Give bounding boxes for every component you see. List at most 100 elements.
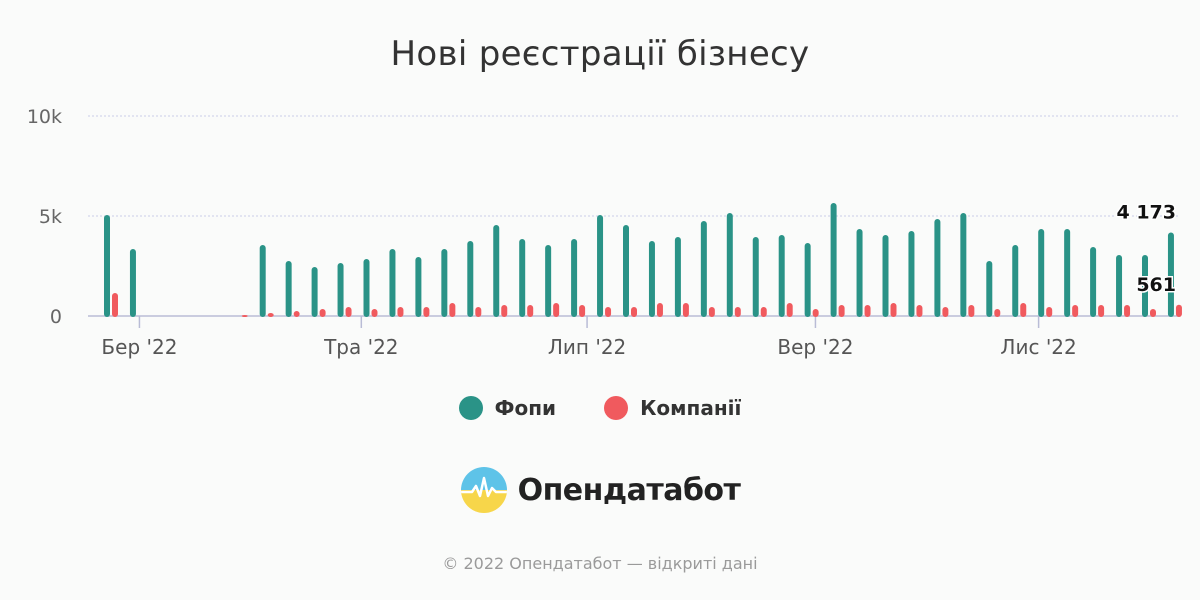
data-label-0: 4 173 <box>1117 202 1177 224</box>
bar-companies <box>968 305 975 317</box>
bar-companies <box>1020 303 1027 317</box>
legend: Фопи Компанії <box>0 396 1200 420</box>
legend-dot-fopy <box>458 396 483 420</box>
bar-fopy <box>389 249 396 317</box>
bar-companies <box>656 303 663 317</box>
bar-companies <box>1124 305 1131 317</box>
bar-fopy <box>1012 245 1019 317</box>
bar-fopy <box>1142 255 1148 317</box>
bar-companies <box>293 311 300 317</box>
bar-fopy <box>441 249 448 317</box>
bar-companies <box>267 313 274 317</box>
legend-label-fopy: Фопи <box>494 396 557 420</box>
bar-companies <box>838 305 845 317</box>
bar-fopy <box>804 243 811 317</box>
bar-companies <box>864 305 871 317</box>
bar-companies <box>241 315 248 317</box>
bar-companies <box>501 305 508 317</box>
chart-title: Нові реєстрації бізнесу <box>390 34 810 74</box>
bar-fopy <box>1090 247 1097 317</box>
bar-fopy <box>1064 229 1071 317</box>
bar-fopy <box>700 221 707 317</box>
x-tick-label: Вер '22 <box>777 335 853 359</box>
legend-dot-companies <box>604 396 629 420</box>
bar-companies <box>579 305 586 317</box>
bar-fopy <box>104 215 110 317</box>
bar-fopy <box>415 257 422 317</box>
bar-fopy <box>752 237 759 317</box>
bar-companies <box>631 307 637 317</box>
data-label-1: 561 <box>1136 274 1176 296</box>
bar-fopy <box>986 261 993 317</box>
bar-fopy <box>648 241 655 317</box>
bar-companies <box>890 303 897 317</box>
bar-fopy <box>493 225 500 317</box>
bar-companies <box>605 307 612 317</box>
legend-item-companies[interactable]: Компанії <box>604 396 741 420</box>
bar-companies <box>449 303 456 317</box>
bar-fopy <box>960 213 967 317</box>
bar-fopy <box>623 225 629 317</box>
bar-fopy <box>726 213 733 317</box>
bar-fopy <box>259 245 266 317</box>
x-tick-label: Лис '22 <box>1000 335 1076 359</box>
x-tick-label: Тра '22 <box>323 335 398 359</box>
bar-companies <box>371 309 378 317</box>
bar-fopy <box>934 219 941 317</box>
footer-credit: © 2022 Опендатабот — відкриті дані <box>442 554 758 573</box>
bar-companies <box>1098 305 1105 317</box>
bar-companies <box>1150 309 1156 317</box>
logo-text: Опендатабот <box>517 472 741 508</box>
y-tick-label: 5k <box>39 206 62 228</box>
legend-item-fopy[interactable]: Фопи <box>458 396 557 420</box>
bar-companies <box>760 307 767 317</box>
bar-fopy <box>285 261 292 317</box>
bar-fopy <box>363 259 370 317</box>
bar-companies <box>812 309 819 317</box>
bar-fopy <box>778 235 785 317</box>
bar-fopy <box>830 203 837 317</box>
bar-companies <box>708 307 715 317</box>
bar-companies <box>994 309 1001 317</box>
bar-companies <box>319 309 326 317</box>
bar-fopy <box>597 215 604 317</box>
bar-companies <box>1175 304 1182 317</box>
bar-fopy <box>337 263 344 317</box>
bar-fopy <box>311 267 318 317</box>
bar-companies <box>475 307 482 317</box>
bar-companies <box>112 293 118 317</box>
x-tick-label: Бер '22 <box>101 335 177 359</box>
bar-fopy <box>856 229 863 317</box>
bar-fopy <box>129 249 136 317</box>
opendatabot-logo-icon <box>460 467 507 513</box>
bar-fopy <box>908 231 915 317</box>
legend-label-companies: Компанії <box>640 396 742 420</box>
bar-chart: 0 5k 10k Бер '22 Тра '22 Лип '22 Вер '22 Лис '2… <box>27 106 1182 359</box>
bar-companies <box>942 307 949 317</box>
bar-companies <box>1046 307 1053 317</box>
bar-companies <box>423 307 430 317</box>
bar-companies <box>682 303 689 317</box>
y-tick-label: 0 <box>50 306 62 328</box>
bar-fopy <box>1038 229 1045 317</box>
bar-companies <box>734 307 741 317</box>
bar-companies <box>527 305 534 317</box>
bar-fopy <box>674 237 681 317</box>
bar-fopy <box>1116 255 1123 317</box>
bar-fopy <box>571 239 578 317</box>
y-tick-label: 10k <box>27 106 62 128</box>
bar-companies <box>786 303 793 317</box>
bar-companies <box>345 307 352 317</box>
bar-fopy <box>1167 232 1174 317</box>
x-tick-label: Лип '22 <box>548 335 626 359</box>
bar-companies <box>1072 305 1079 317</box>
bar-companies <box>397 307 404 317</box>
bar-fopy <box>882 235 889 317</box>
bar-companies <box>553 303 560 317</box>
bar-fopy <box>467 241 474 317</box>
bar-fopy <box>519 239 526 317</box>
opendatabot-logo: Опендатабот <box>0 466 1200 514</box>
bar-fopy <box>545 245 552 317</box>
bar-companies <box>916 305 923 317</box>
